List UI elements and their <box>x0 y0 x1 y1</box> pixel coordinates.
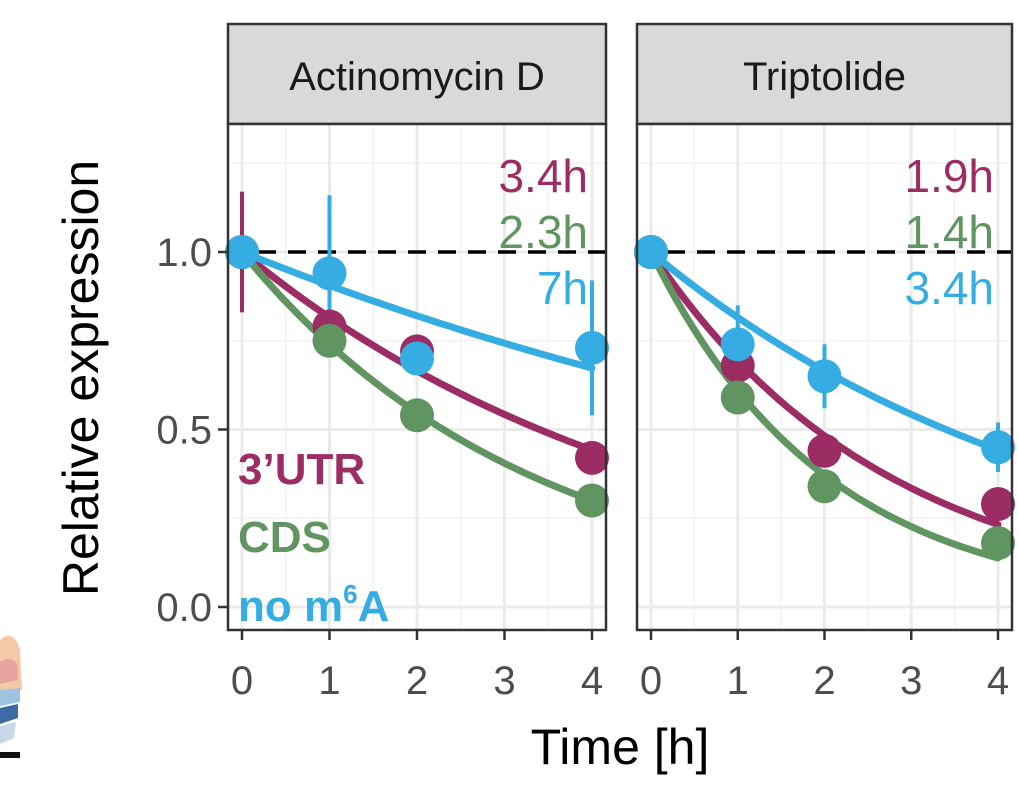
x-axis-title: Time [h] <box>531 719 710 775</box>
point-no-m6a <box>634 235 668 269</box>
panel-strip <box>635 22 1014 126</box>
legend: 3’UTR CDS no m6A <box>238 445 389 631</box>
data-points <box>634 235 1015 561</box>
point-cds <box>575 483 609 518</box>
half-life-3-utr: 1.9h <box>904 150 994 202</box>
point-no-m6a <box>312 256 347 291</box>
point-cds <box>312 323 347 358</box>
y-axis-title: Relative expression <box>53 160 109 596</box>
panel-strip <box>226 22 608 126</box>
panel-grid <box>228 124 606 630</box>
point-cds <box>720 380 755 415</box>
x-tick-label: 2 <box>813 659 835 703</box>
point-no-m6a <box>225 235 259 269</box>
fit-curve-no-m6a <box>238 248 596 372</box>
point-3-utr <box>981 487 1015 522</box>
half-life-no-m6a: 7h <box>537 262 588 314</box>
half-life-labels: 1.9h1.4h3.4h <box>904 150 994 314</box>
half-life-cds: 1.4h <box>904 206 994 258</box>
point-cds <box>400 398 434 433</box>
point-no-m6a <box>575 330 609 365</box>
x-tick-label: 2 <box>406 659 428 703</box>
x-tick-label: 0 <box>231 659 253 703</box>
point-no-m6a <box>720 327 755 362</box>
x-tick-label: 4 <box>581 659 603 703</box>
point-cds <box>981 526 1015 561</box>
point-3-utr <box>807 433 842 468</box>
point-cds <box>807 469 842 504</box>
y-tick-label: 1.0 <box>156 231 212 275</box>
x-tick-label: 3 <box>900 659 922 703</box>
y-tick-label: 0.5 <box>156 409 212 453</box>
panel-triptolide: Triptolide 1.9h1.4h3.4h <box>634 22 1015 632</box>
half-life-cds: 2.3h <box>498 206 588 258</box>
x-tick-label: 4 <box>987 659 1009 703</box>
point-no-m6a <box>400 341 434 376</box>
cropped-figure-fragment <box>0 635 22 758</box>
point-3-utr <box>575 440 609 475</box>
panel-title: Actinomycin D <box>289 55 545 99</box>
point-no-m6a <box>981 430 1015 465</box>
legend-no-m6a: no m6A <box>238 579 389 631</box>
legend-cds: CDS <box>238 513 331 562</box>
x-tick-label: 3 <box>493 659 515 703</box>
half-life-no-m6a: 3.4h <box>904 262 994 314</box>
data-points <box>225 191 609 518</box>
y-tick-label: 0.0 <box>156 586 212 630</box>
half-life-3-utr: 3.4h <box>498 150 588 202</box>
x-tick-label: 1 <box>318 659 340 703</box>
legend-3utr: 3’UTR <box>238 445 365 494</box>
x-tick-label: 1 <box>727 659 749 703</box>
point-no-m6a <box>807 359 842 394</box>
x-tick-label: 0 <box>640 659 662 703</box>
panel-title: Triptolide <box>743 55 906 99</box>
